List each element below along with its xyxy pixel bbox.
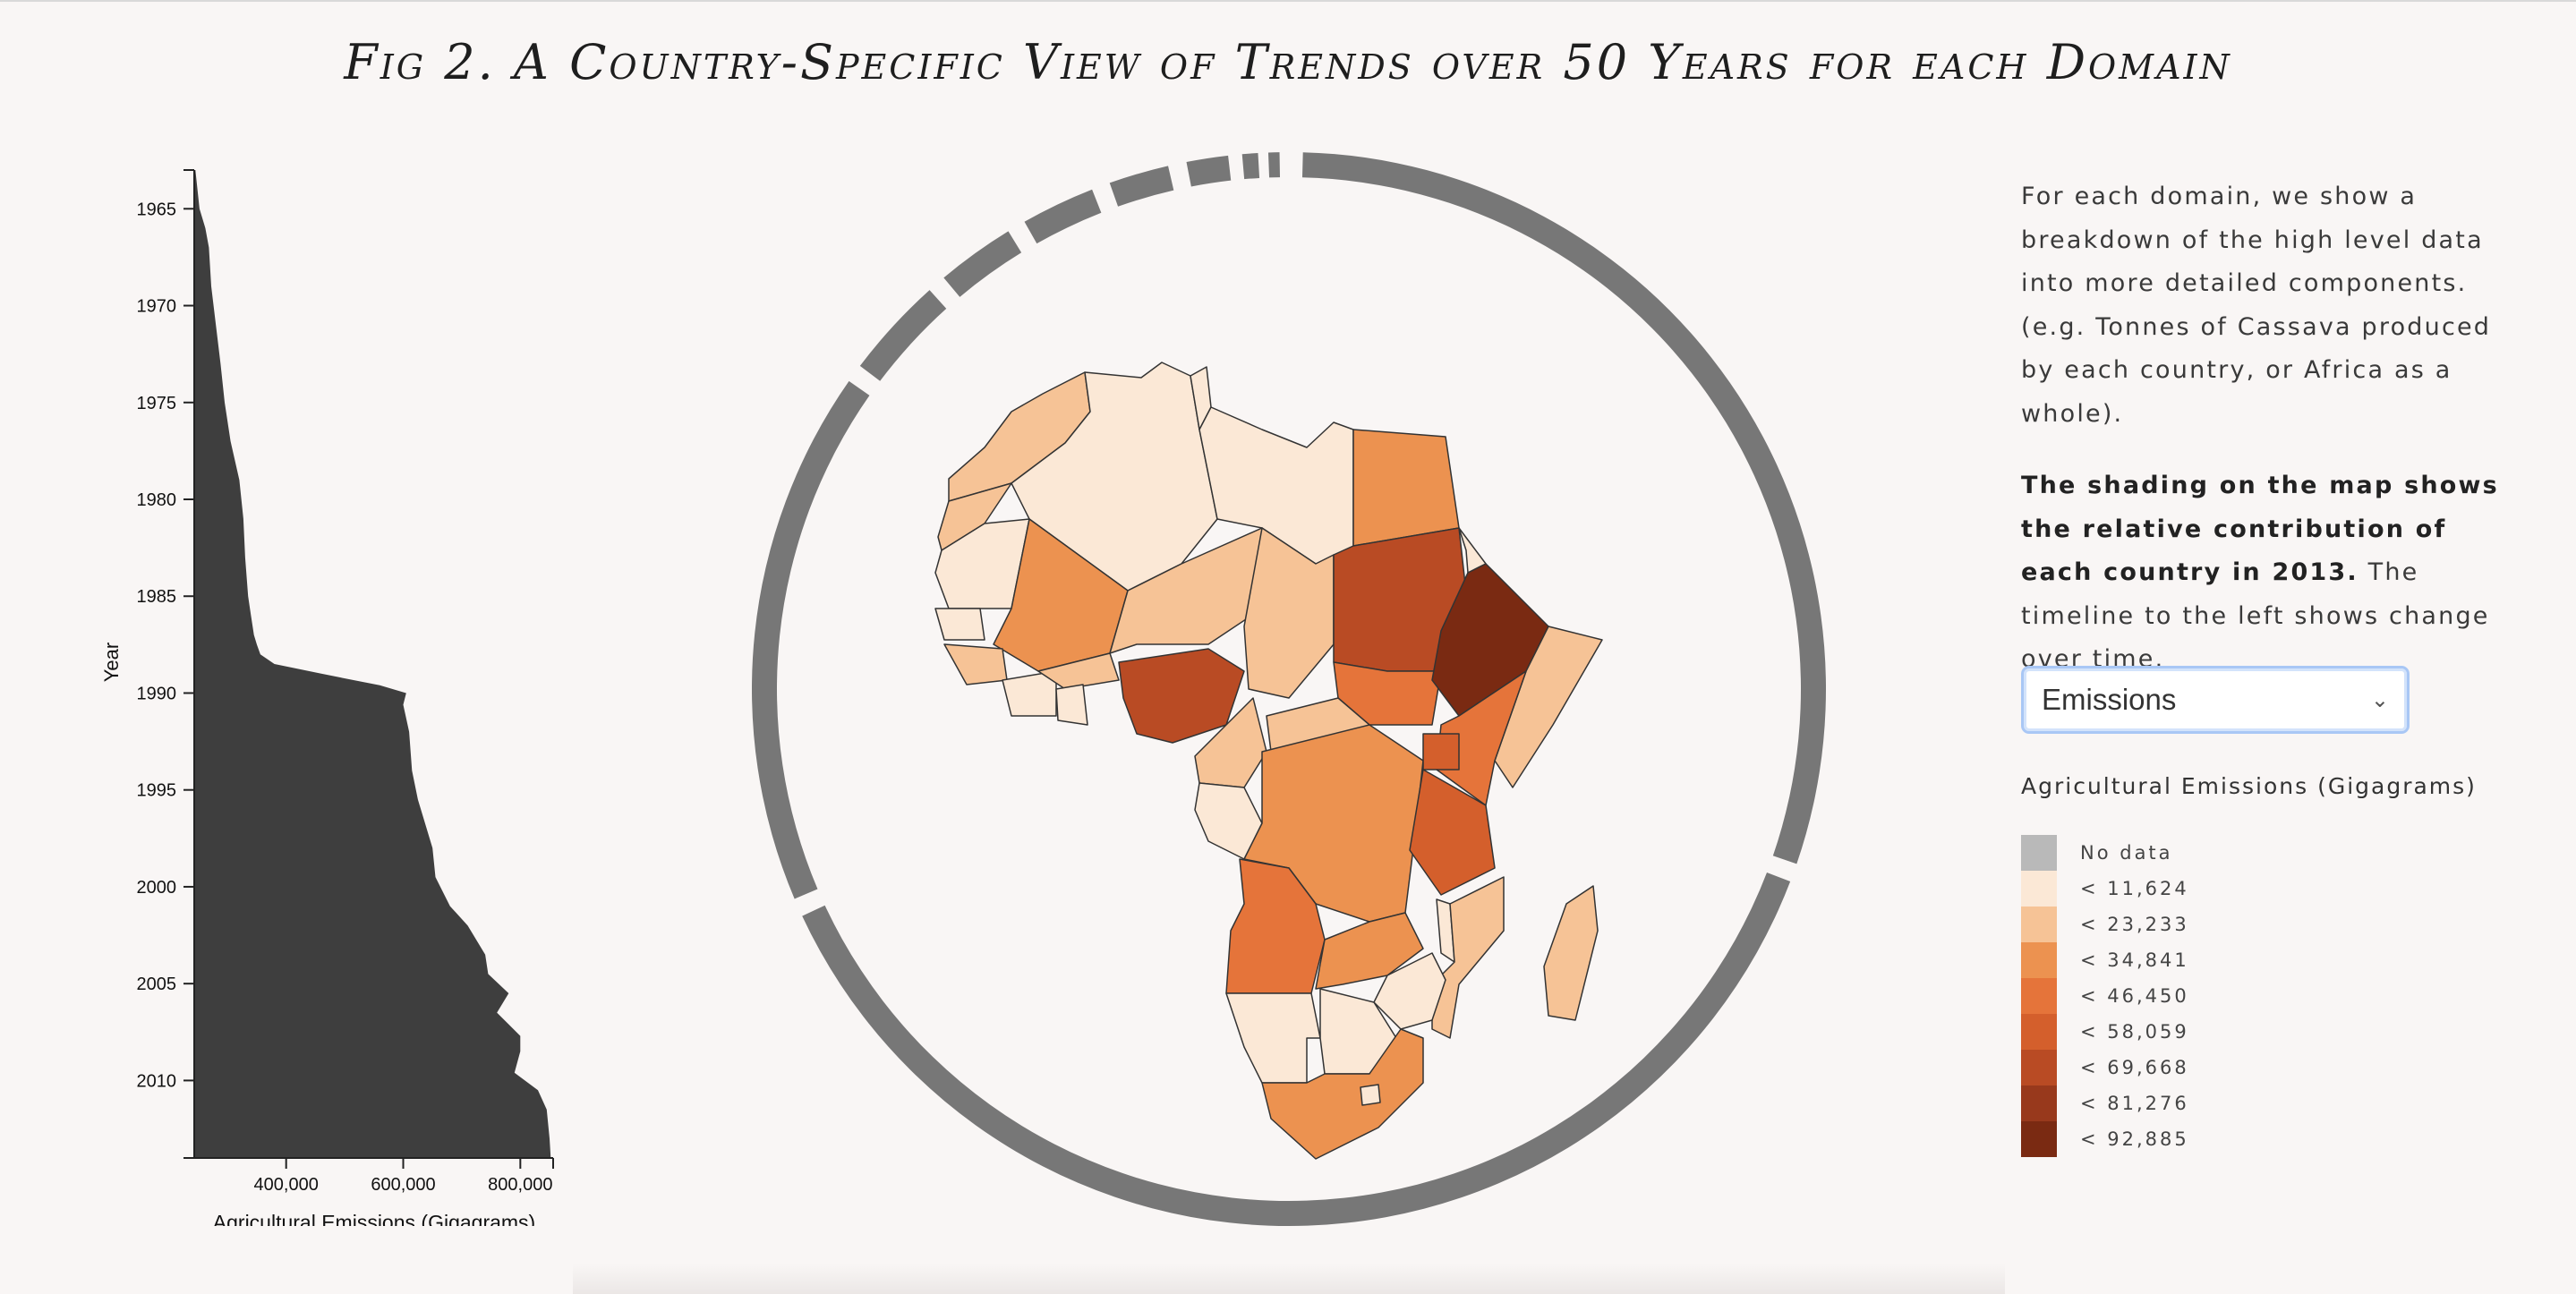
legend: No data < 11,624 < 23,233 < 34,841 < 46,450 <…	[2021, 835, 2189, 1157]
x-axis-title: Agricultural Emissions (Gigagrams)	[213, 1211, 535, 1226]
ring-segment[interactable]	[859, 290, 947, 381]
africa-map-panel	[743, 143, 1835, 1248]
legend-label: < 81,276	[2080, 1093, 2189, 1114]
y-tick-label: 1965	[137, 200, 177, 219]
ring-segment[interactable]	[751, 380, 870, 899]
chevron-down-icon: ⌄	[2370, 687, 2389, 712]
legend-swatch	[2021, 871, 2057, 907]
x-tick-label: 600,000	[371, 1175, 435, 1195]
legend-swatch	[2021, 907, 2057, 942]
ring-segment[interactable]	[1024, 189, 1102, 244]
country-niger[interactable]	[1109, 527, 1263, 654]
legend-item: < 81,276	[2021, 1085, 2189, 1121]
legend-swatch	[2021, 1085, 2057, 1121]
x-tick-label: 400,000	[254, 1175, 319, 1195]
y-axis-title: Year	[100, 643, 123, 682]
legend-swatch	[2021, 1014, 2057, 1050]
legend-swatch	[2021, 1121, 2057, 1157]
y-tick-label: 2010	[137, 1071, 177, 1091]
legend-label: No data	[2080, 842, 2173, 864]
x-tick-label: 800,000	[488, 1175, 552, 1195]
country-south-africa[interactable]	[1261, 1028, 1424, 1160]
ring-segment[interactable]	[1267, 152, 1281, 178]
country-uganda[interactable]	[1422, 733, 1460, 770]
ring-segment[interactable]	[1241, 152, 1260, 180]
country-chad[interactable]	[1243, 527, 1335, 699]
country-nigeria[interactable]	[1118, 648, 1245, 744]
legend-label: < 11,624	[2080, 878, 2189, 899]
y-tick-label: 1975	[137, 394, 177, 413]
country-cote-divoire[interactable]	[1002, 670, 1057, 717]
country-ghana[interactable]	[1055, 684, 1088, 726]
legend-title: Agricultural Emissions (Gigagrams)	[2021, 773, 2477, 799]
legend-label: < 23,233	[2080, 914, 2189, 935]
legend-item: No data	[2021, 835, 2189, 871]
legend-item: < 34,841	[2021, 942, 2189, 978]
legend-item: < 11,624	[2021, 871, 2189, 907]
legend-swatch	[2021, 942, 2057, 978]
country-burkina-faso[interactable]	[1037, 652, 1120, 690]
legend-swatch	[2021, 835, 2057, 871]
country-guinea[interactable]	[943, 643, 1008, 685]
country-senegal[interactable]	[934, 608, 985, 641]
legend-item: < 92,885	[2021, 1121, 2189, 1157]
description-text: For each domain, we show a breakdown of …	[2021, 183, 2492, 428]
ring-segment[interactable]	[1109, 166, 1174, 207]
legend-swatch	[2021, 978, 2057, 1014]
y-tick-label: 1990	[137, 684, 177, 703]
country-madagascar[interactable]	[1543, 885, 1599, 1021]
domain-select-value: Emissions	[2042, 683, 2177, 716]
legend-label: < 69,668	[2080, 1057, 2189, 1078]
shading-explanation-rest: The timeline to the left shows change ov…	[2021, 558, 2490, 673]
timeline-chart: 1965 1970 1975 1980 1985 1990 1995 2000 2005 2010…	[100, 169, 554, 1226]
y-tick-label: 1970	[137, 297, 177, 317]
ring-segment[interactable]	[802, 872, 1791, 1227]
country-lesotho[interactable]	[1360, 1084, 1381, 1106]
y-tick-label: 1980	[137, 490, 177, 510]
ring-segment[interactable]	[1186, 155, 1232, 187]
legend-swatch	[2021, 1050, 2057, 1085]
legend-item: < 58,059	[2021, 1014, 2189, 1050]
country-tanzania[interactable]	[1409, 769, 1496, 896]
y-tick-label: 2000	[137, 878, 177, 898]
bottom-shadow	[573, 1264, 2005, 1294]
emissions-area	[194, 170, 551, 1158]
shading-explanation-bold: The shading on the map shows the relativ…	[2021, 472, 2499, 586]
legend-label: < 34,841	[2080, 949, 2189, 971]
y-tick-label: 2005	[137, 975, 177, 994]
figure-title: Fig 2. A Country-Specific View of Trends…	[344, 34, 2232, 90]
domain-select[interactable]: Emissions ⌄	[2021, 666, 2410, 734]
legend-label: < 58,059	[2080, 1021, 2189, 1043]
country-shapes[interactable]	[934, 362, 1603, 1160]
country-zambia[interactable]	[1315, 912, 1424, 990]
legend-label: < 92,885	[2080, 1128, 2189, 1150]
ring-segment[interactable]	[943, 231, 1022, 297]
y-tick-label: 1985	[137, 587, 177, 607]
shading-explanation: The shading on the map shows the relativ…	[2021, 464, 2504, 682]
country-namibia[interactable]	[1225, 992, 1321, 1084]
y-tick-label: 1995	[137, 781, 177, 801]
info-panel: For each domain, we show a breakdown of …	[2021, 175, 2504, 1157]
legend-item: < 23,233	[2021, 907, 2189, 942]
top-border	[0, 0, 2576, 2]
legend-label: < 46,450	[2080, 985, 2189, 1007]
legend-item: < 69,668	[2021, 1050, 2189, 1085]
country-egypt[interactable]	[1352, 429, 1460, 547]
legend-item: < 46,450	[2021, 978, 2189, 1014]
africa-map[interactable]	[743, 143, 1835, 1244]
year-ring[interactable]	[751, 152, 1827, 1227]
country-mozambique[interactable]	[1431, 876, 1505, 1039]
